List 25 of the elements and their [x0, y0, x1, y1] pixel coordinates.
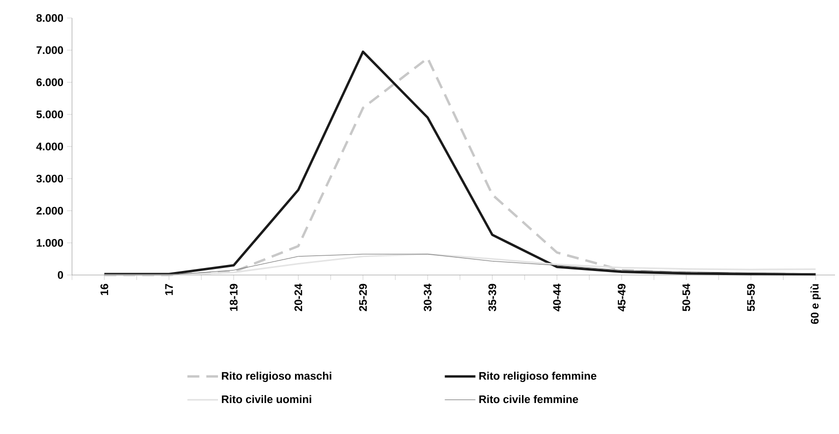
x-tick-label: 20-24 [294, 284, 302, 312]
x-tick-label: 18-19 [230, 284, 238, 311]
x-tick-label: 30-34 [424, 284, 432, 312]
x-tick-label: 55-59 [747, 284, 755, 312]
y-tick-label: 5.000 [36, 110, 64, 118]
x-tick-label: 50-54 [682, 284, 690, 312]
y-tick-label: 0 [58, 271, 64, 279]
y-tick-label: 3.000 [36, 174, 64, 183]
y-tick-label: 7.000 [36, 46, 64, 54]
y-tick-label: 6.000 [36, 78, 64, 86]
x-tick-label: 45-49 [618, 284, 626, 312]
y-tick-label: 4.000 [36, 142, 64, 150]
x-tick-label: 25-29 [359, 284, 367, 312]
x-tick-label: 40-44 [553, 284, 561, 312]
y-tick-label: 1.000 [36, 239, 64, 247]
legend-label: Rito religioso femmine [479, 372, 596, 382]
x-tick-label: 17 [165, 284, 173, 296]
legend-label: Rito civile femmine [479, 395, 578, 404]
y-tick-label: 2.000 [36, 206, 64, 215]
x-tick-label: 16 [100, 284, 108, 296]
x-tick-label: 35-39 [488, 284, 496, 312]
legend-label: Rito civile uomini [222, 395, 312, 404]
y-tick-label: 8.000 [36, 14, 64, 22]
legend-label: Rito religioso maschi [222, 372, 332, 382]
x-tick-label: 60 e più [810, 284, 821, 324]
